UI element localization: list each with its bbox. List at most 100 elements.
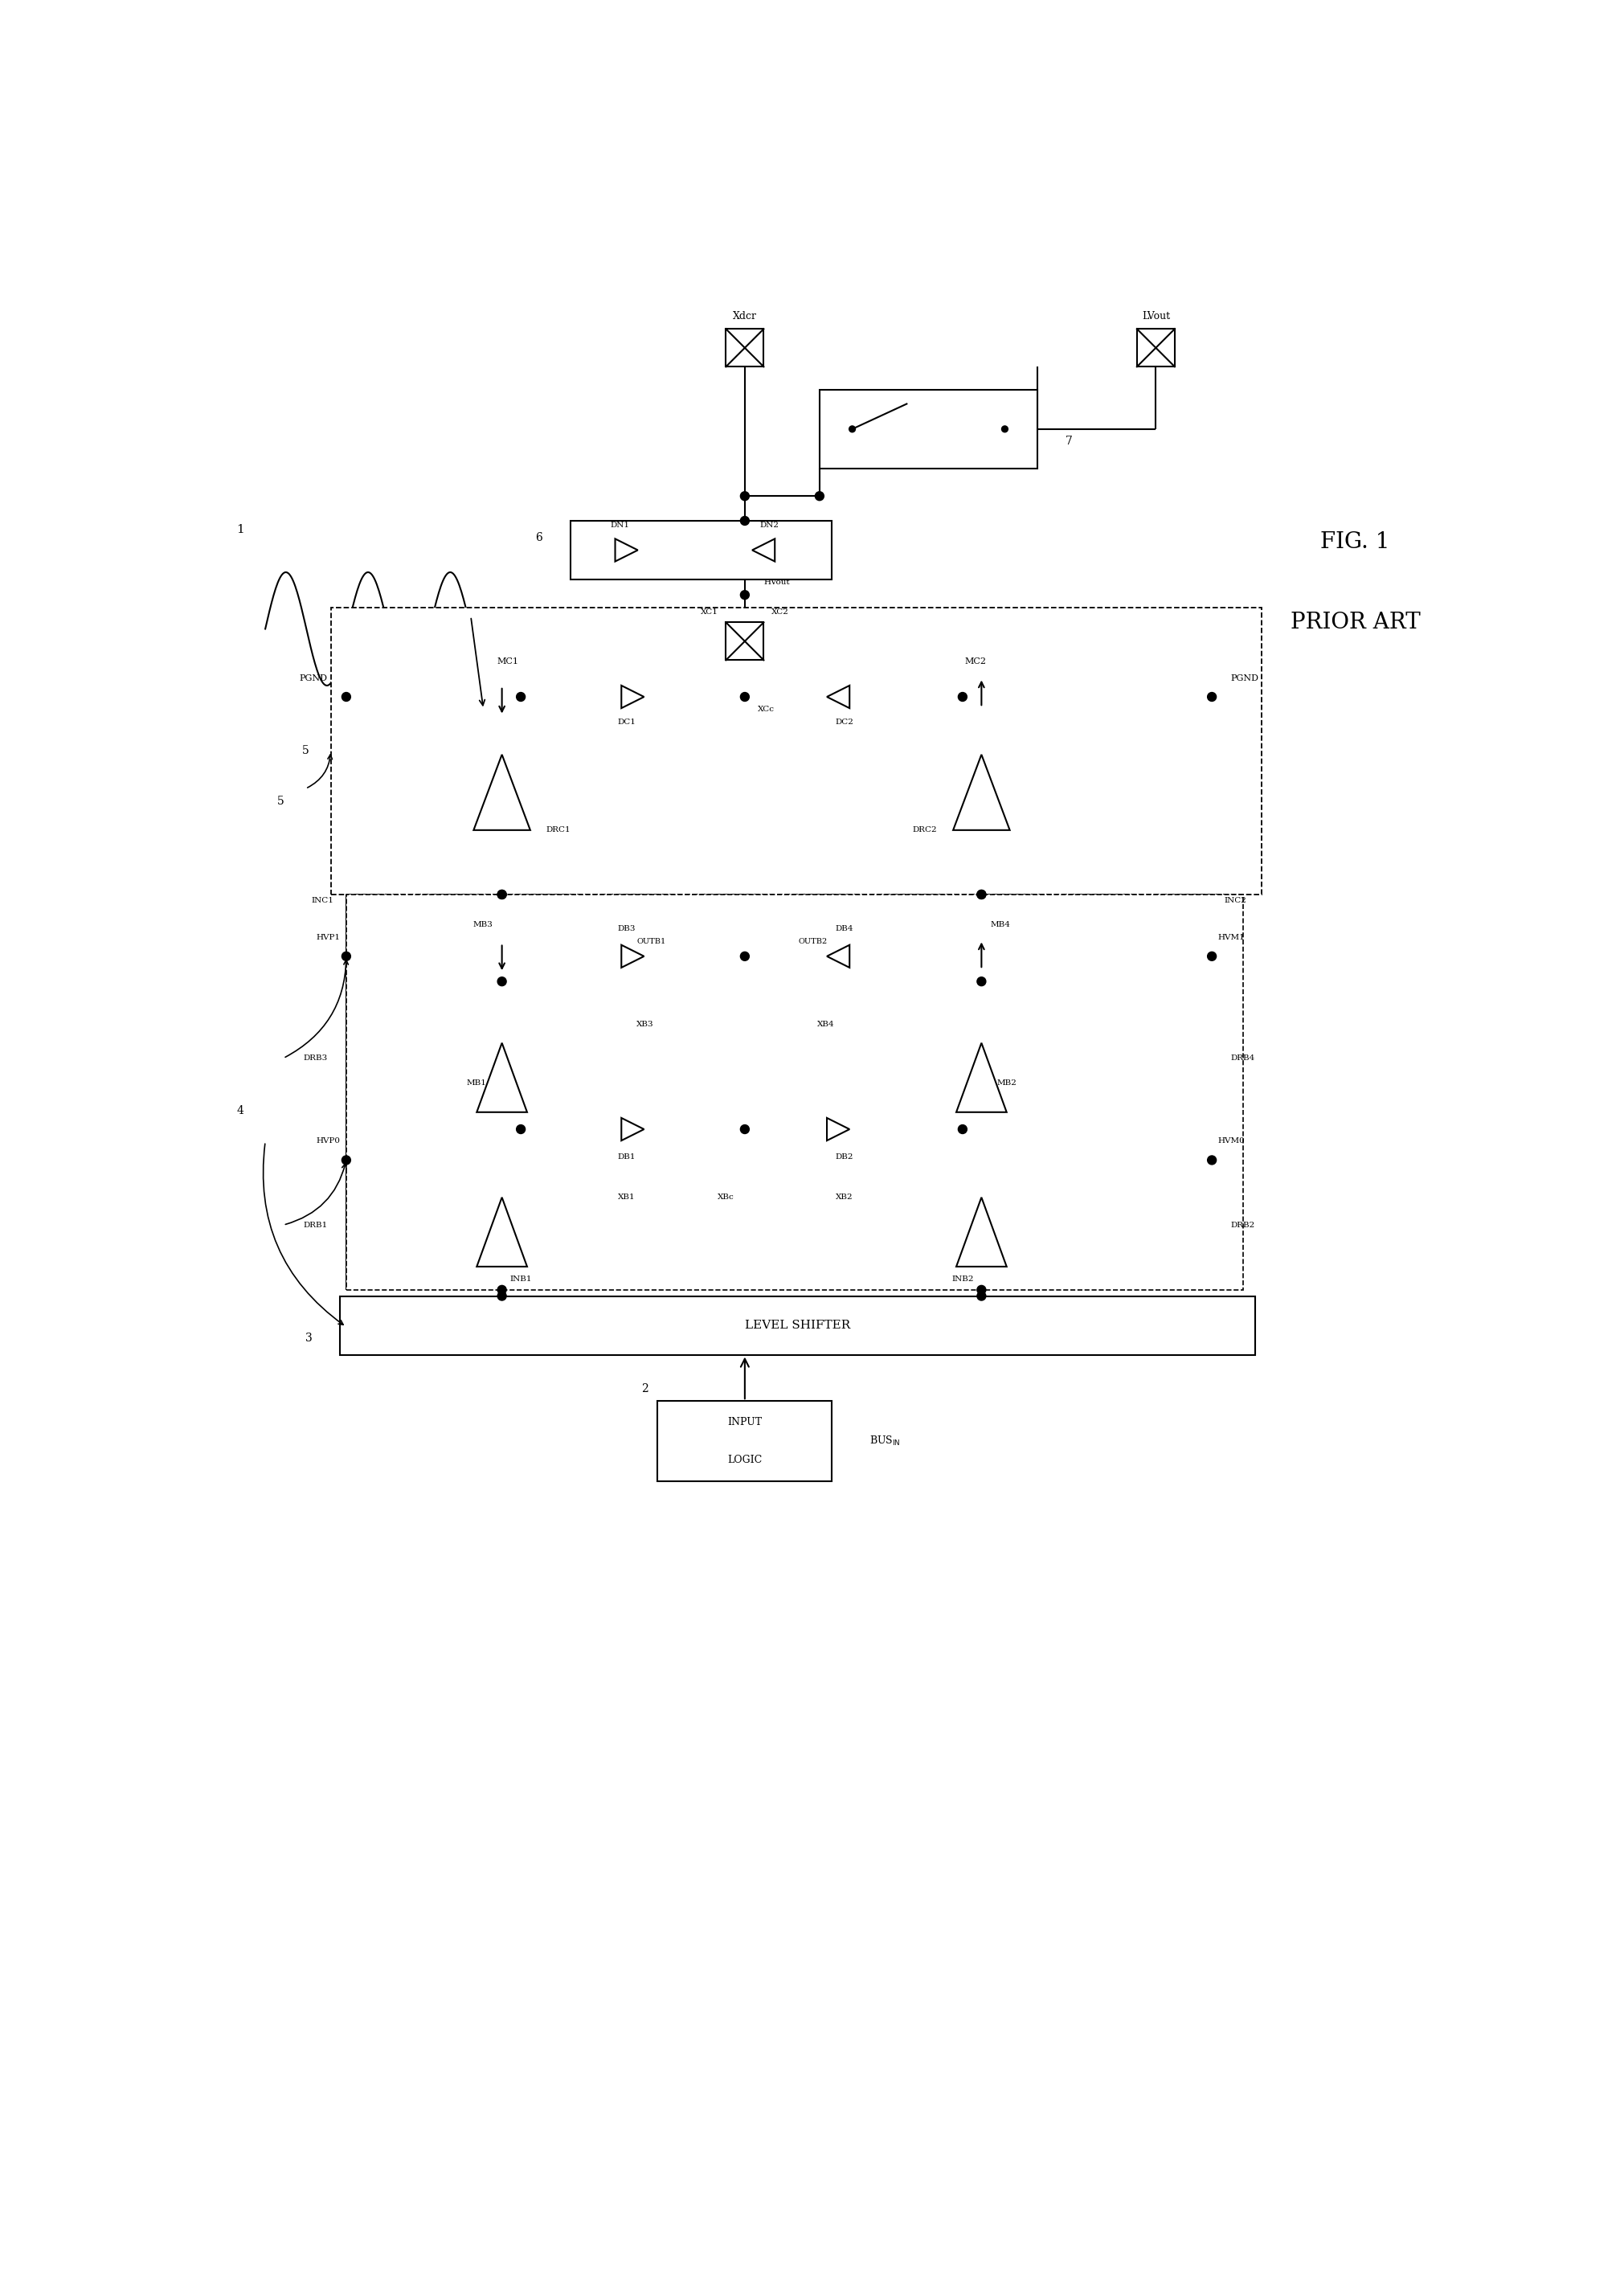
Text: 7: 7	[1065, 436, 1072, 447]
Bar	[331, 608, 1262, 894]
Text: XCc: XCc	[757, 706, 775, 713]
Bar	[726, 328, 763, 367]
Text: DRB2: DRB2	[1231, 1222, 1255, 1229]
Circle shape	[978, 890, 986, 899]
Text: OUTB2: OUTB2	[799, 938, 828, 945]
Text: 4: 4	[237, 1105, 244, 1117]
Text: DRB4: DRB4	[1231, 1055, 1255, 1062]
Text: DC1: DC1	[617, 718, 635, 725]
Circle shape	[741, 952, 749, 961]
Circle shape	[516, 1126, 525, 1133]
Text: INC2: INC2	[1224, 897, 1247, 903]
Polygon shape	[615, 539, 638, 562]
Text: INB1: INB1	[510, 1275, 531, 1282]
Text: XB1: XB1	[617, 1195, 635, 1202]
Circle shape	[497, 1291, 507, 1300]
Text: DRC2: DRC2	[913, 825, 937, 835]
Text: DB4: DB4	[835, 924, 854, 933]
Text: INC1: INC1	[312, 897, 333, 903]
Text: DC2: DC2	[835, 718, 854, 725]
Circle shape	[815, 491, 823, 500]
Polygon shape	[953, 754, 1010, 830]
Text: XBc: XBc	[718, 1195, 734, 1202]
Text: HVM1: HVM1	[1218, 933, 1246, 940]
Text: HVP1: HVP1	[315, 933, 339, 940]
Circle shape	[978, 977, 986, 986]
Circle shape	[741, 516, 749, 525]
Circle shape	[741, 692, 749, 702]
Circle shape	[978, 1286, 986, 1293]
Text: LEVEL SHIFTER: LEVEL SHIFTER	[745, 1321, 851, 1330]
Circle shape	[516, 692, 525, 702]
Text: DB2: DB2	[835, 1153, 854, 1160]
Bar	[820, 390, 1038, 468]
Circle shape	[497, 977, 507, 986]
Bar	[658, 1401, 831, 1481]
Text: DRB1: DRB1	[304, 1222, 328, 1229]
Text: XB4: XB4	[817, 1020, 835, 1027]
Circle shape	[741, 491, 749, 500]
Text: Xdcr: Xdcr	[732, 312, 757, 321]
Text: OUTB1: OUTB1	[637, 938, 666, 945]
Text: PRIOR ART: PRIOR ART	[1289, 612, 1419, 633]
Text: MB2: MB2	[997, 1080, 1017, 1087]
Text: DB1: DB1	[617, 1153, 635, 1160]
Bar	[346, 894, 1242, 1291]
Text: HVout: HVout	[763, 578, 789, 587]
Text: DRB3: DRB3	[304, 1055, 328, 1062]
Text: FIG. 1: FIG. 1	[1320, 532, 1390, 553]
Circle shape	[497, 1286, 507, 1293]
Text: DB3: DB3	[617, 924, 635, 933]
Bar	[726, 621, 763, 660]
Text: MB4: MB4	[991, 922, 1010, 929]
Polygon shape	[622, 1119, 645, 1140]
Text: 5: 5	[302, 745, 309, 757]
Polygon shape	[474, 754, 531, 830]
Circle shape	[958, 692, 966, 702]
Text: 1: 1	[237, 525, 244, 537]
Polygon shape	[622, 686, 645, 709]
Polygon shape	[477, 1043, 528, 1112]
Circle shape	[497, 890, 507, 899]
Text: XC1: XC1	[702, 608, 718, 617]
Text: BUS$_{\rm IN}$: BUS$_{\rm IN}$	[870, 1435, 901, 1447]
Circle shape	[1002, 426, 1009, 431]
Text: INB2: INB2	[952, 1275, 974, 1282]
Text: 5: 5	[276, 796, 284, 807]
Text: 2: 2	[641, 1383, 648, 1394]
Text: INPUT: INPUT	[728, 1417, 762, 1429]
Circle shape	[1208, 952, 1216, 961]
Text: MB1: MB1	[466, 1080, 487, 1087]
Polygon shape	[957, 1043, 1007, 1112]
Bar	[570, 521, 831, 580]
Text: PGND: PGND	[299, 674, 328, 681]
Circle shape	[849, 426, 856, 431]
Circle shape	[341, 1156, 351, 1165]
Text: MB3: MB3	[473, 922, 494, 929]
Text: DN1: DN1	[611, 521, 630, 530]
Polygon shape	[827, 1119, 849, 1140]
Text: HVP0: HVP0	[315, 1137, 339, 1144]
Circle shape	[497, 890, 507, 899]
Polygon shape	[752, 539, 775, 562]
Bar	[1137, 328, 1174, 367]
Polygon shape	[957, 1197, 1007, 1266]
Circle shape	[341, 952, 351, 961]
Polygon shape	[827, 945, 849, 968]
Text: DN2: DN2	[760, 521, 780, 530]
Circle shape	[1208, 1156, 1216, 1165]
Bar	[339, 1296, 1255, 1355]
Circle shape	[341, 692, 351, 702]
Text: XC2: XC2	[771, 608, 789, 617]
Text: 6: 6	[536, 532, 542, 543]
Circle shape	[1208, 692, 1216, 702]
Polygon shape	[477, 1197, 528, 1266]
Polygon shape	[622, 945, 645, 968]
Text: MC2: MC2	[965, 658, 986, 665]
Text: XB2: XB2	[836, 1195, 853, 1202]
Text: DRC1: DRC1	[546, 825, 572, 835]
Text: HVM0: HVM0	[1218, 1137, 1246, 1144]
Circle shape	[741, 1126, 749, 1133]
Text: LOGIC: LOGIC	[728, 1454, 762, 1465]
Text: PGND: PGND	[1231, 674, 1259, 681]
